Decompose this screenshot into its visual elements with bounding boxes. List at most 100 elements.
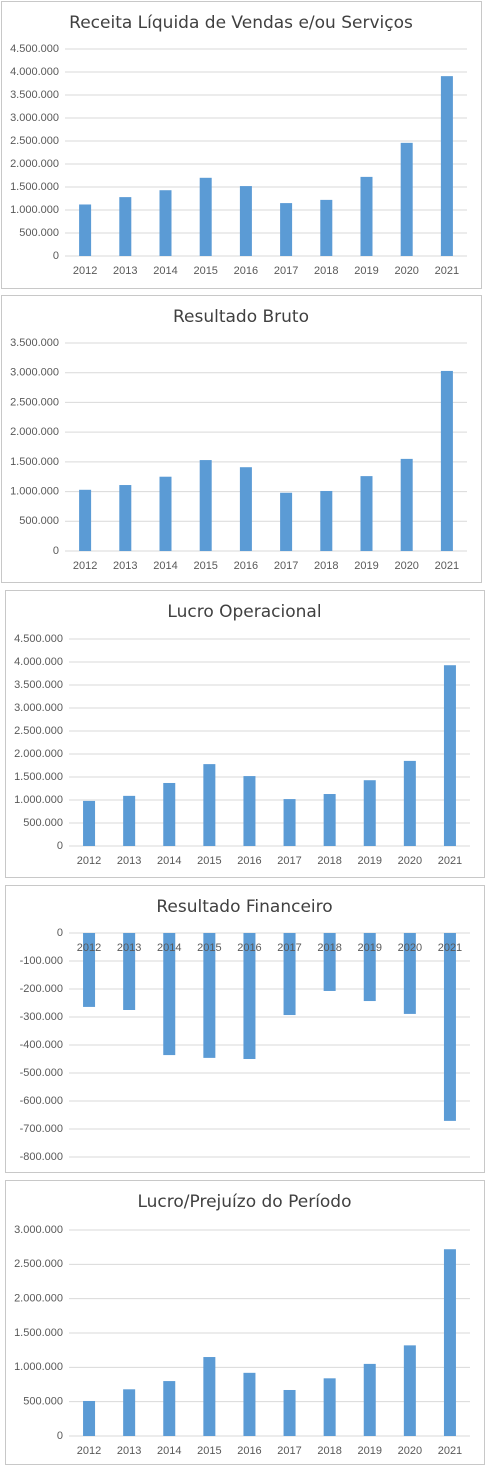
bar <box>79 204 92 256</box>
bar <box>203 933 216 1058</box>
y-tick-label: 500.000 <box>19 515 59 527</box>
bar <box>283 933 296 1016</box>
bar <box>403 760 416 846</box>
bar <box>239 467 252 551</box>
x-tick-label: 2017 <box>274 560 298 572</box>
x-tick-label: 2016 <box>237 855 261 867</box>
y-tick-label: -400.000 <box>20 1039 63 1051</box>
chart-title: Lucro Operacional <box>167 602 321 622</box>
x-tick-label: 2013 <box>117 855 141 867</box>
x-tick-label: 2014 <box>153 560 177 572</box>
bar <box>283 1389 296 1436</box>
x-tick-label: 2016 <box>237 1445 261 1457</box>
bar <box>163 1381 176 1436</box>
x-tick-label: 2015 <box>197 1445 221 1457</box>
y-tick-label: 2.500.000 <box>14 725 63 737</box>
bar <box>443 933 456 1121</box>
y-tick-label: 3.500.000 <box>14 679 63 691</box>
bar <box>403 1345 416 1436</box>
bar <box>163 933 176 1056</box>
bar <box>123 1389 136 1436</box>
x-tick-label: 2021 <box>438 942 462 954</box>
x-tick-label: 2013 <box>113 265 137 277</box>
x-tick-label: 2021 <box>438 855 462 867</box>
y-tick-label: 4.500.000 <box>14 633 63 645</box>
bar <box>119 485 132 551</box>
bar <box>400 458 413 551</box>
bar <box>360 176 373 256</box>
chart-title: Resultado Bruto <box>173 307 309 327</box>
x-tick-label: 2018 <box>317 855 341 867</box>
x-tick-label: 2015 <box>193 265 217 277</box>
bar <box>159 190 172 256</box>
y-tick-label: 1.000.000 <box>10 485 59 497</box>
bar <box>280 492 293 551</box>
y-tick-label: 3.000.000 <box>10 112 59 124</box>
bar <box>363 780 376 846</box>
bar <box>440 370 453 551</box>
bar <box>159 476 172 551</box>
bar <box>123 795 136 846</box>
x-tick-label: 2018 <box>314 560 338 572</box>
x-tick-label: 2020 <box>394 560 418 572</box>
y-tick-label: 0 <box>53 250 59 262</box>
y-tick-label: -100.000 <box>20 955 63 967</box>
y-tick-label: -200.000 <box>20 983 63 995</box>
x-tick-label: 2015 <box>197 942 221 954</box>
bar <box>123 933 136 1010</box>
bar <box>239 186 252 256</box>
bar <box>323 794 336 846</box>
y-tick-label: 2.000.000 <box>14 1293 63 1305</box>
x-tick-label: 2017 <box>277 855 301 867</box>
bar <box>360 476 373 551</box>
y-tick-label: 2.000.000 <box>10 158 59 170</box>
y-tick-label: 0 <box>53 545 59 557</box>
x-tick-label: 2018 <box>317 942 341 954</box>
bar <box>320 199 333 256</box>
y-tick-label: -500.000 <box>20 1067 63 1079</box>
x-tick-label: 2020 <box>398 855 422 867</box>
bar <box>403 933 416 1014</box>
bar <box>203 1357 216 1436</box>
x-tick-label: 2020 <box>398 942 422 954</box>
x-tick-label: 2014 <box>157 942 181 954</box>
y-tick-label: 0 <box>57 1430 63 1442</box>
bar <box>443 665 456 846</box>
y-tick-label: 0 <box>57 840 63 852</box>
y-tick-label: -800.000 <box>20 1151 63 1163</box>
x-tick-label: 2018 <box>314 265 338 277</box>
bar <box>79 489 92 551</box>
x-tick-label: 2017 <box>277 942 301 954</box>
x-tick-label: 2014 <box>153 265 177 277</box>
y-tick-label: 2.000.000 <box>14 748 63 760</box>
bar <box>400 142 413 256</box>
x-tick-label: 2020 <box>398 1445 422 1457</box>
y-tick-label: 1.000.000 <box>14 1361 63 1373</box>
x-tick-label: 2015 <box>193 560 217 572</box>
y-tick-label: 2.500.000 <box>14 1258 63 1270</box>
y-tick-label: 1.500.000 <box>14 771 63 783</box>
x-tick-label: 2012 <box>77 855 101 867</box>
bar <box>203 764 216 846</box>
x-tick-label: 2012 <box>77 942 101 954</box>
x-tick-label: 2016 <box>237 942 261 954</box>
y-tick-label: 2.000.000 <box>10 426 59 438</box>
x-tick-label: 2016 <box>234 560 258 572</box>
x-tick-label: 2020 <box>394 265 418 277</box>
y-tick-label: 3.000.000 <box>14 702 63 714</box>
x-tick-label: 2019 <box>358 855 382 867</box>
chart-title: Resultado Financeiro <box>156 897 332 917</box>
bar <box>199 460 212 551</box>
bar <box>243 776 256 846</box>
x-tick-label: 2019 <box>358 1445 382 1457</box>
x-tick-label: 2012 <box>77 1445 101 1457</box>
y-tick-label: 0 <box>57 927 63 939</box>
y-tick-label: 3.000.000 <box>10 367 59 379</box>
y-tick-label: 4.500.000 <box>10 43 59 55</box>
bar <box>283 799 296 846</box>
y-tick-label: 4.000.000 <box>14 656 63 668</box>
y-tick-label: 500.000 <box>19 227 59 239</box>
y-tick-label: 2.500.000 <box>10 135 59 147</box>
x-tick-label: 2012 <box>73 560 97 572</box>
